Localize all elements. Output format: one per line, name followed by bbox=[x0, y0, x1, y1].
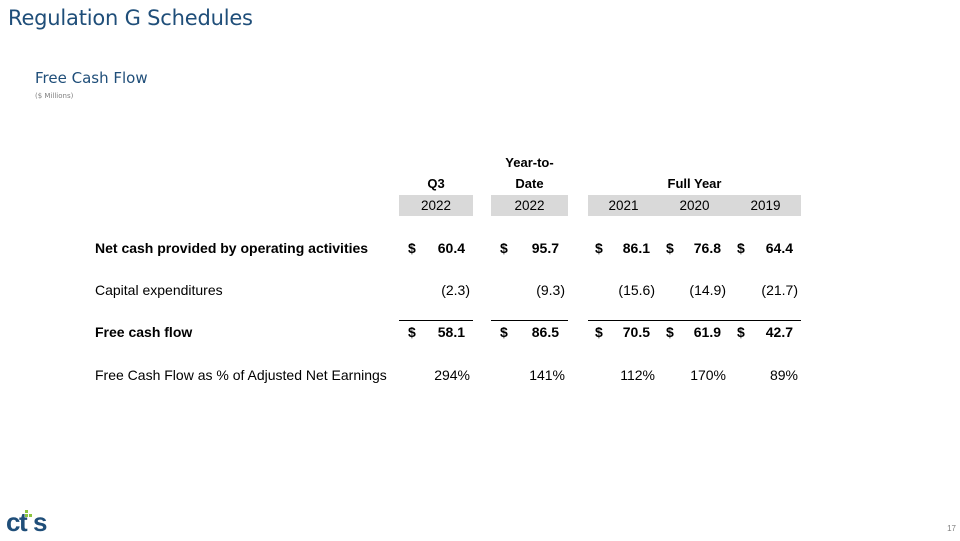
table-row: Capital expenditures (2.3) (9.3) (15.6) (14.… bbox=[0, 280, 960, 300]
page-number: 17 bbox=[947, 524, 956, 533]
year-label: 2022 bbox=[514, 198, 545, 213]
cell-value: 58.1 bbox=[437, 324, 465, 340]
logo-c: c bbox=[6, 508, 20, 536]
header-full-year: Full Year bbox=[667, 176, 722, 191]
cell-value: (2.3) bbox=[441, 282, 470, 298]
cell-value: (21.7) bbox=[761, 282, 798, 298]
cell-value: (15.6) bbox=[618, 282, 655, 298]
cell-value: 141% bbox=[529, 367, 565, 383]
section-title: Free Cash Flow bbox=[35, 69, 148, 87]
total-rule bbox=[491, 320, 568, 321]
cell-value: 60.4 bbox=[437, 240, 465, 256]
logo-s: s bbox=[33, 508, 47, 536]
year-header-full-year: 2021 2020 2019 bbox=[588, 195, 801, 216]
dollar-sign: $ bbox=[666, 324, 674, 340]
year-label: 2020 bbox=[679, 198, 710, 213]
dollar-sign: $ bbox=[408, 324, 416, 340]
logo-dot bbox=[29, 514, 32, 517]
year-header-q3: 2022 bbox=[399, 195, 473, 216]
row-label: Capital expenditures bbox=[95, 282, 223, 298]
cell-value: 42.7 bbox=[765, 324, 793, 340]
cell-value: 76.8 bbox=[693, 240, 721, 256]
dollar-sign: $ bbox=[595, 240, 603, 256]
dollar-sign: $ bbox=[500, 324, 508, 340]
cell-value: 86.5 bbox=[531, 324, 559, 340]
header-ytd-line1: Year-to- bbox=[505, 155, 554, 170]
total-rule bbox=[588, 320, 801, 321]
total-rule bbox=[399, 320, 473, 321]
cell-value: (9.3) bbox=[536, 282, 565, 298]
cell-value: 64.4 bbox=[765, 240, 793, 256]
dollar-sign: $ bbox=[737, 324, 745, 340]
cell-value: 89% bbox=[769, 367, 798, 383]
table-row: Free cash flow $58.1 $86.5 $70.5 $61.9 $42.7 bbox=[0, 322, 960, 342]
header-q3: Q3 bbox=[427, 176, 445, 191]
row-label: Net cash provided by operating activitie… bbox=[95, 240, 369, 256]
table-row: Free Cash Flow as % of Adjusted Net Earn… bbox=[0, 365, 960, 385]
dollar-sign: $ bbox=[666, 240, 674, 256]
header-ytd-line2: Date bbox=[515, 176, 544, 191]
cell-value: (14.9) bbox=[689, 282, 726, 298]
logo-t: t bbox=[19, 508, 28, 536]
year-header-ytd: 2022 bbox=[491, 195, 568, 216]
cell-value: 95.7 bbox=[531, 240, 559, 256]
cell-value: 70.5 bbox=[622, 324, 650, 340]
dollar-sign: $ bbox=[500, 240, 508, 256]
logo-dot bbox=[25, 510, 28, 513]
dollar-sign: $ bbox=[595, 324, 603, 340]
logo-dot bbox=[25, 514, 28, 517]
page-title: Regulation G Schedules bbox=[8, 6, 253, 30]
cell-value: 61.9 bbox=[693, 324, 721, 340]
cts-logo: c t s bbox=[6, 507, 58, 541]
year-label: 2019 bbox=[750, 198, 781, 213]
row-label: Free Cash Flow as % of Adjusted Net Earn… bbox=[95, 367, 387, 383]
cell-value: 112% bbox=[620, 367, 655, 383]
year-label: 2021 bbox=[608, 198, 639, 213]
table-row: Net cash provided by operating activitie… bbox=[0, 238, 960, 258]
dollar-sign: $ bbox=[737, 240, 745, 256]
row-label: Free cash flow bbox=[95, 324, 193, 340]
units-note: ($ Millions) bbox=[35, 92, 74, 100]
year-label: 2022 bbox=[420, 198, 452, 213]
cell-value: 86.1 bbox=[622, 240, 650, 256]
cell-value: 294% bbox=[434, 367, 470, 383]
dollar-sign: $ bbox=[408, 240, 416, 256]
cell-value: 170% bbox=[690, 367, 726, 383]
